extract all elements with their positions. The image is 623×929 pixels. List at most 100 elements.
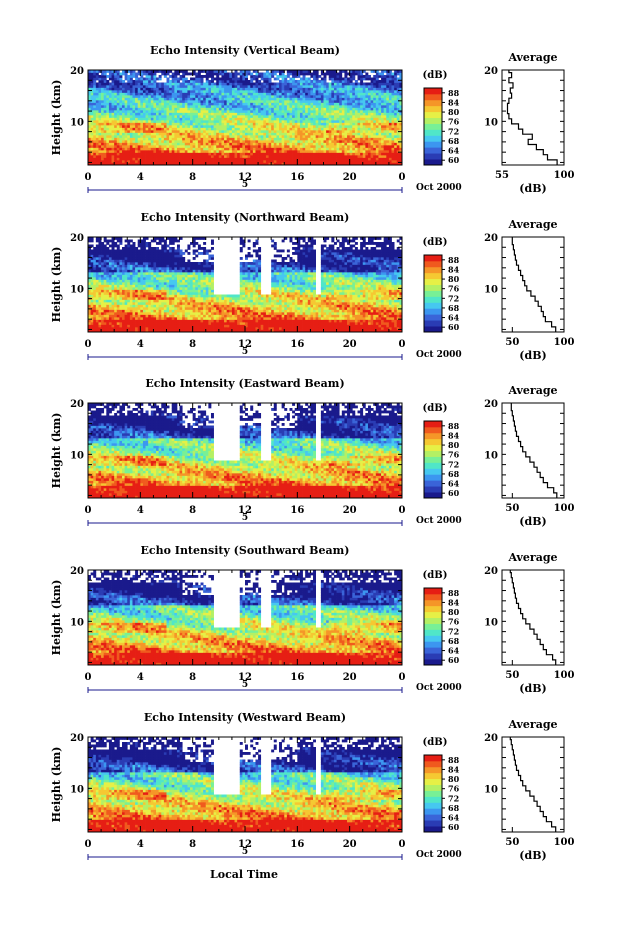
- heatmap-cell: [358, 135, 361, 138]
- heatmap-cell: [109, 285, 112, 288]
- heatmap-cell: [274, 105, 277, 108]
- heatmap-cell: [378, 75, 381, 78]
- heatmap-cell: [355, 125, 358, 128]
- heatmap-cell: [316, 135, 319, 138]
- heatmap-cell: [96, 145, 99, 148]
- heatmap-cell: [274, 128, 277, 131]
- heatmap-cell: [106, 270, 109, 273]
- heatmap-cell: [279, 80, 282, 83]
- heatmap-cell: [266, 130, 269, 133]
- heatmap-cell: [112, 262, 115, 265]
- heatmap-cell: [316, 130, 319, 133]
- heatmap-cell: [109, 150, 112, 153]
- heatmap-cell: [237, 153, 240, 156]
- heatmap-cell: [276, 90, 279, 93]
- heatmap-cell: [318, 93, 321, 96]
- heatmap-cell: [389, 83, 392, 86]
- heatmap-cell: [373, 150, 376, 153]
- heatmap-cell: [101, 148, 104, 151]
- heatmap-cell: [214, 128, 217, 131]
- heatmap-cell: [201, 123, 204, 126]
- heatmap-cell: [263, 143, 266, 146]
- heatmap-cell: [258, 105, 261, 108]
- heatmap-cell: [360, 123, 363, 126]
- heatmap-cell: [156, 155, 159, 158]
- heatmap-cell: [378, 150, 381, 153]
- heatmap-cell: [334, 150, 337, 153]
- heatmap-cell: [114, 307, 117, 310]
- heatmap-cell: [310, 140, 313, 143]
- heatmap-cell: [119, 115, 122, 118]
- heatmap-cell: [219, 148, 222, 151]
- heatmap-cell: [253, 140, 256, 143]
- heatmap-cell: [185, 80, 188, 83]
- heatmap-cell: [392, 123, 395, 126]
- heatmap-cell: [337, 105, 340, 108]
- heatmap-cell: [384, 115, 387, 118]
- heatmap-cell: [109, 148, 112, 151]
- heatmap-cell: [98, 105, 101, 108]
- heatmap-cell: [203, 113, 206, 116]
- heatmap-cell: [279, 115, 282, 118]
- heatmap-cell: [292, 160, 295, 163]
- heatmap-cell: [389, 115, 392, 118]
- heatmap-cell: [289, 145, 292, 148]
- heatmap-cell: [368, 138, 371, 141]
- heatmap-cell: [201, 130, 204, 133]
- heatmap-cell: [206, 135, 209, 138]
- heatmap-cell: [122, 103, 125, 106]
- heatmap-cell: [148, 135, 151, 138]
- heatmap-cell: [190, 113, 193, 116]
- heatmap-cell: [279, 160, 282, 163]
- heatmap-cell: [112, 78, 115, 81]
- heatmap-cell: [245, 143, 248, 146]
- heatmap-cell: [250, 128, 253, 131]
- heatmap-cell: [287, 85, 290, 88]
- heatmap-cell: [109, 295, 112, 298]
- heatmap-cell: [122, 115, 125, 118]
- heatmap-cell: [295, 95, 298, 98]
- heatmap-cell: [245, 128, 248, 131]
- heatmap-cell: [263, 100, 266, 103]
- heatmap-cell: [316, 110, 319, 113]
- heatmap-cell: [287, 150, 290, 153]
- heatmap-cell: [308, 78, 311, 81]
- heatmap-cell: [193, 98, 196, 101]
- heatmap-cell: [269, 148, 272, 151]
- heatmap-cell: [104, 322, 107, 325]
- heatmap-cell: [384, 140, 387, 143]
- heatmap-cell: [344, 103, 347, 106]
- heatmap-cell: [310, 135, 313, 138]
- heatmap-cell: [313, 138, 316, 141]
- heatmap-cell: [263, 118, 266, 121]
- heatmap-cell: [358, 108, 361, 111]
- heatmap-cell: [104, 153, 107, 156]
- heatmap-cell: [114, 285, 117, 288]
- heatmap-cell: [373, 138, 376, 141]
- heatmap-cell: [169, 155, 172, 158]
- heatmap-cell: [308, 140, 311, 143]
- heatmap-cell: [208, 100, 211, 103]
- heatmap-cell: [297, 80, 300, 83]
- heatmap-cell: [329, 160, 332, 163]
- heatmap-cell: [321, 105, 324, 108]
- heatmap-cell: [381, 138, 384, 141]
- heatmap-cell: [344, 150, 347, 153]
- heatmap-cell: [282, 158, 285, 161]
- heatmap-cell: [313, 155, 316, 158]
- heatmap-cell: [114, 242, 117, 245]
- heatmap-cell: [114, 90, 117, 93]
- heatmap-cell: [190, 148, 193, 151]
- heatmap-cell: [101, 150, 104, 153]
- heatmap-cell: [324, 140, 327, 143]
- heatmap-cell: [148, 115, 151, 118]
- heatmap-cell: [112, 322, 115, 325]
- heatmap-cell: [282, 140, 285, 143]
- heatmap-cell: [114, 310, 117, 313]
- heatmap-cell: [279, 120, 282, 123]
- heatmap-cell: [292, 90, 295, 93]
- heatmap-cell: [203, 145, 206, 148]
- heatmap-cell: [371, 140, 374, 143]
- heatmap-cell: [331, 113, 334, 116]
- heatmap-cell: [148, 110, 151, 113]
